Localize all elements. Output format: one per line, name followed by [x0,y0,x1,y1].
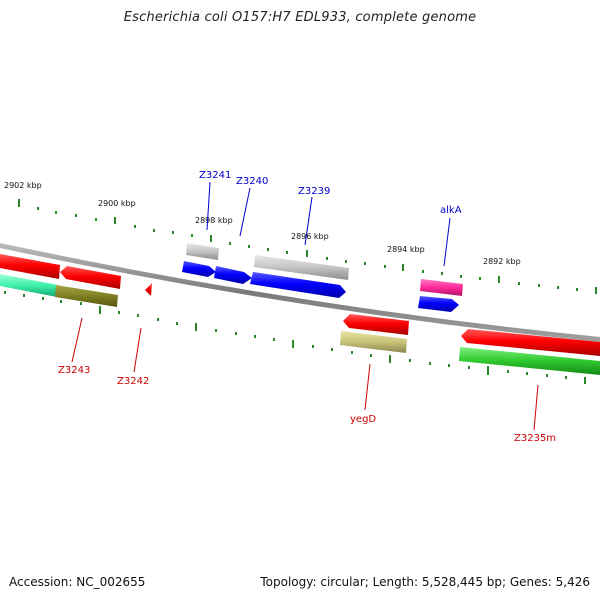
feature-bar-alka[interactable] [420,279,463,296]
gene-label-z3243[interactable]: Z3243 [58,365,90,376]
gene-arrow-z3243[interactable] [60,266,121,289]
leader-line-z3240 [239,187,251,237]
scale-label-2892: 2892 kbp [483,257,521,266]
feature-bar-yegd[interactable] [340,331,407,353]
scale-label-2894: 2894 kbp [387,245,425,254]
feature-bar-z3243[interactable] [55,285,118,307]
genome-backbone [0,243,600,342]
gene-arrow-alka[interactable] [418,296,459,312]
gene-arrow-z3241[interactable] [182,261,216,277]
scale-label-2900: 2900 kbp [98,199,136,208]
inner-scale-ticks [4,291,586,384]
feature-bar-teal[interactable] [0,274,58,297]
gene-arrow-z3239[interactable] [250,272,346,298]
genome-summary-text: Topology: circular; Length: 5,528,445 bp… [260,575,590,589]
gene-label-z3241[interactable]: Z3241 [199,170,231,181]
gene-label-alka[interactable]: alkA [440,205,462,216]
map-title: Escherichia coli O157:H7 EDL933, complet… [123,10,477,25]
gene-label-z3242[interactable]: Z3242 [117,376,149,387]
gene-arrow-z3242[interactable] [145,283,152,296]
gene-arrow-yegd[interactable] [343,314,409,335]
gene-label-z3235m[interactable]: Z3235m [514,433,556,444]
leader-line-z3241 [206,181,211,231]
accession-text: Accession: NC_002655 [9,575,146,589]
leader-line-yegd [364,363,371,411]
scale-label-2902: 2902 kbp [4,181,42,190]
leader-line-z3239 [304,196,313,246]
leader-line-z3243 [71,317,83,363]
gene-arrow-z3243-left[interactable] [0,254,60,279]
gene-label-yegd[interactable]: yegD [350,414,376,425]
feature-bar-z3235m[interactable] [459,347,600,375]
feature-bar-z3239[interactable] [254,255,349,280]
scale-label-2898: 2898 kbp [195,216,233,225]
leader-line-alka [443,217,451,267]
gene-arrow-z3240[interactable] [214,266,252,284]
outer-scale-ticks [18,199,597,294]
leader-line-z3235m [533,384,539,431]
scale-label-2896: 2896 kbp [291,232,329,241]
feature-bar-z3241[interactable] [186,243,219,260]
gene-arrow-z3235m[interactable] [461,329,600,356]
gene-label-z3239[interactable]: Z3239 [298,186,330,197]
gene-label-z3240[interactable]: Z3240 [236,176,268,187]
leader-line-z3242 [133,327,142,373]
